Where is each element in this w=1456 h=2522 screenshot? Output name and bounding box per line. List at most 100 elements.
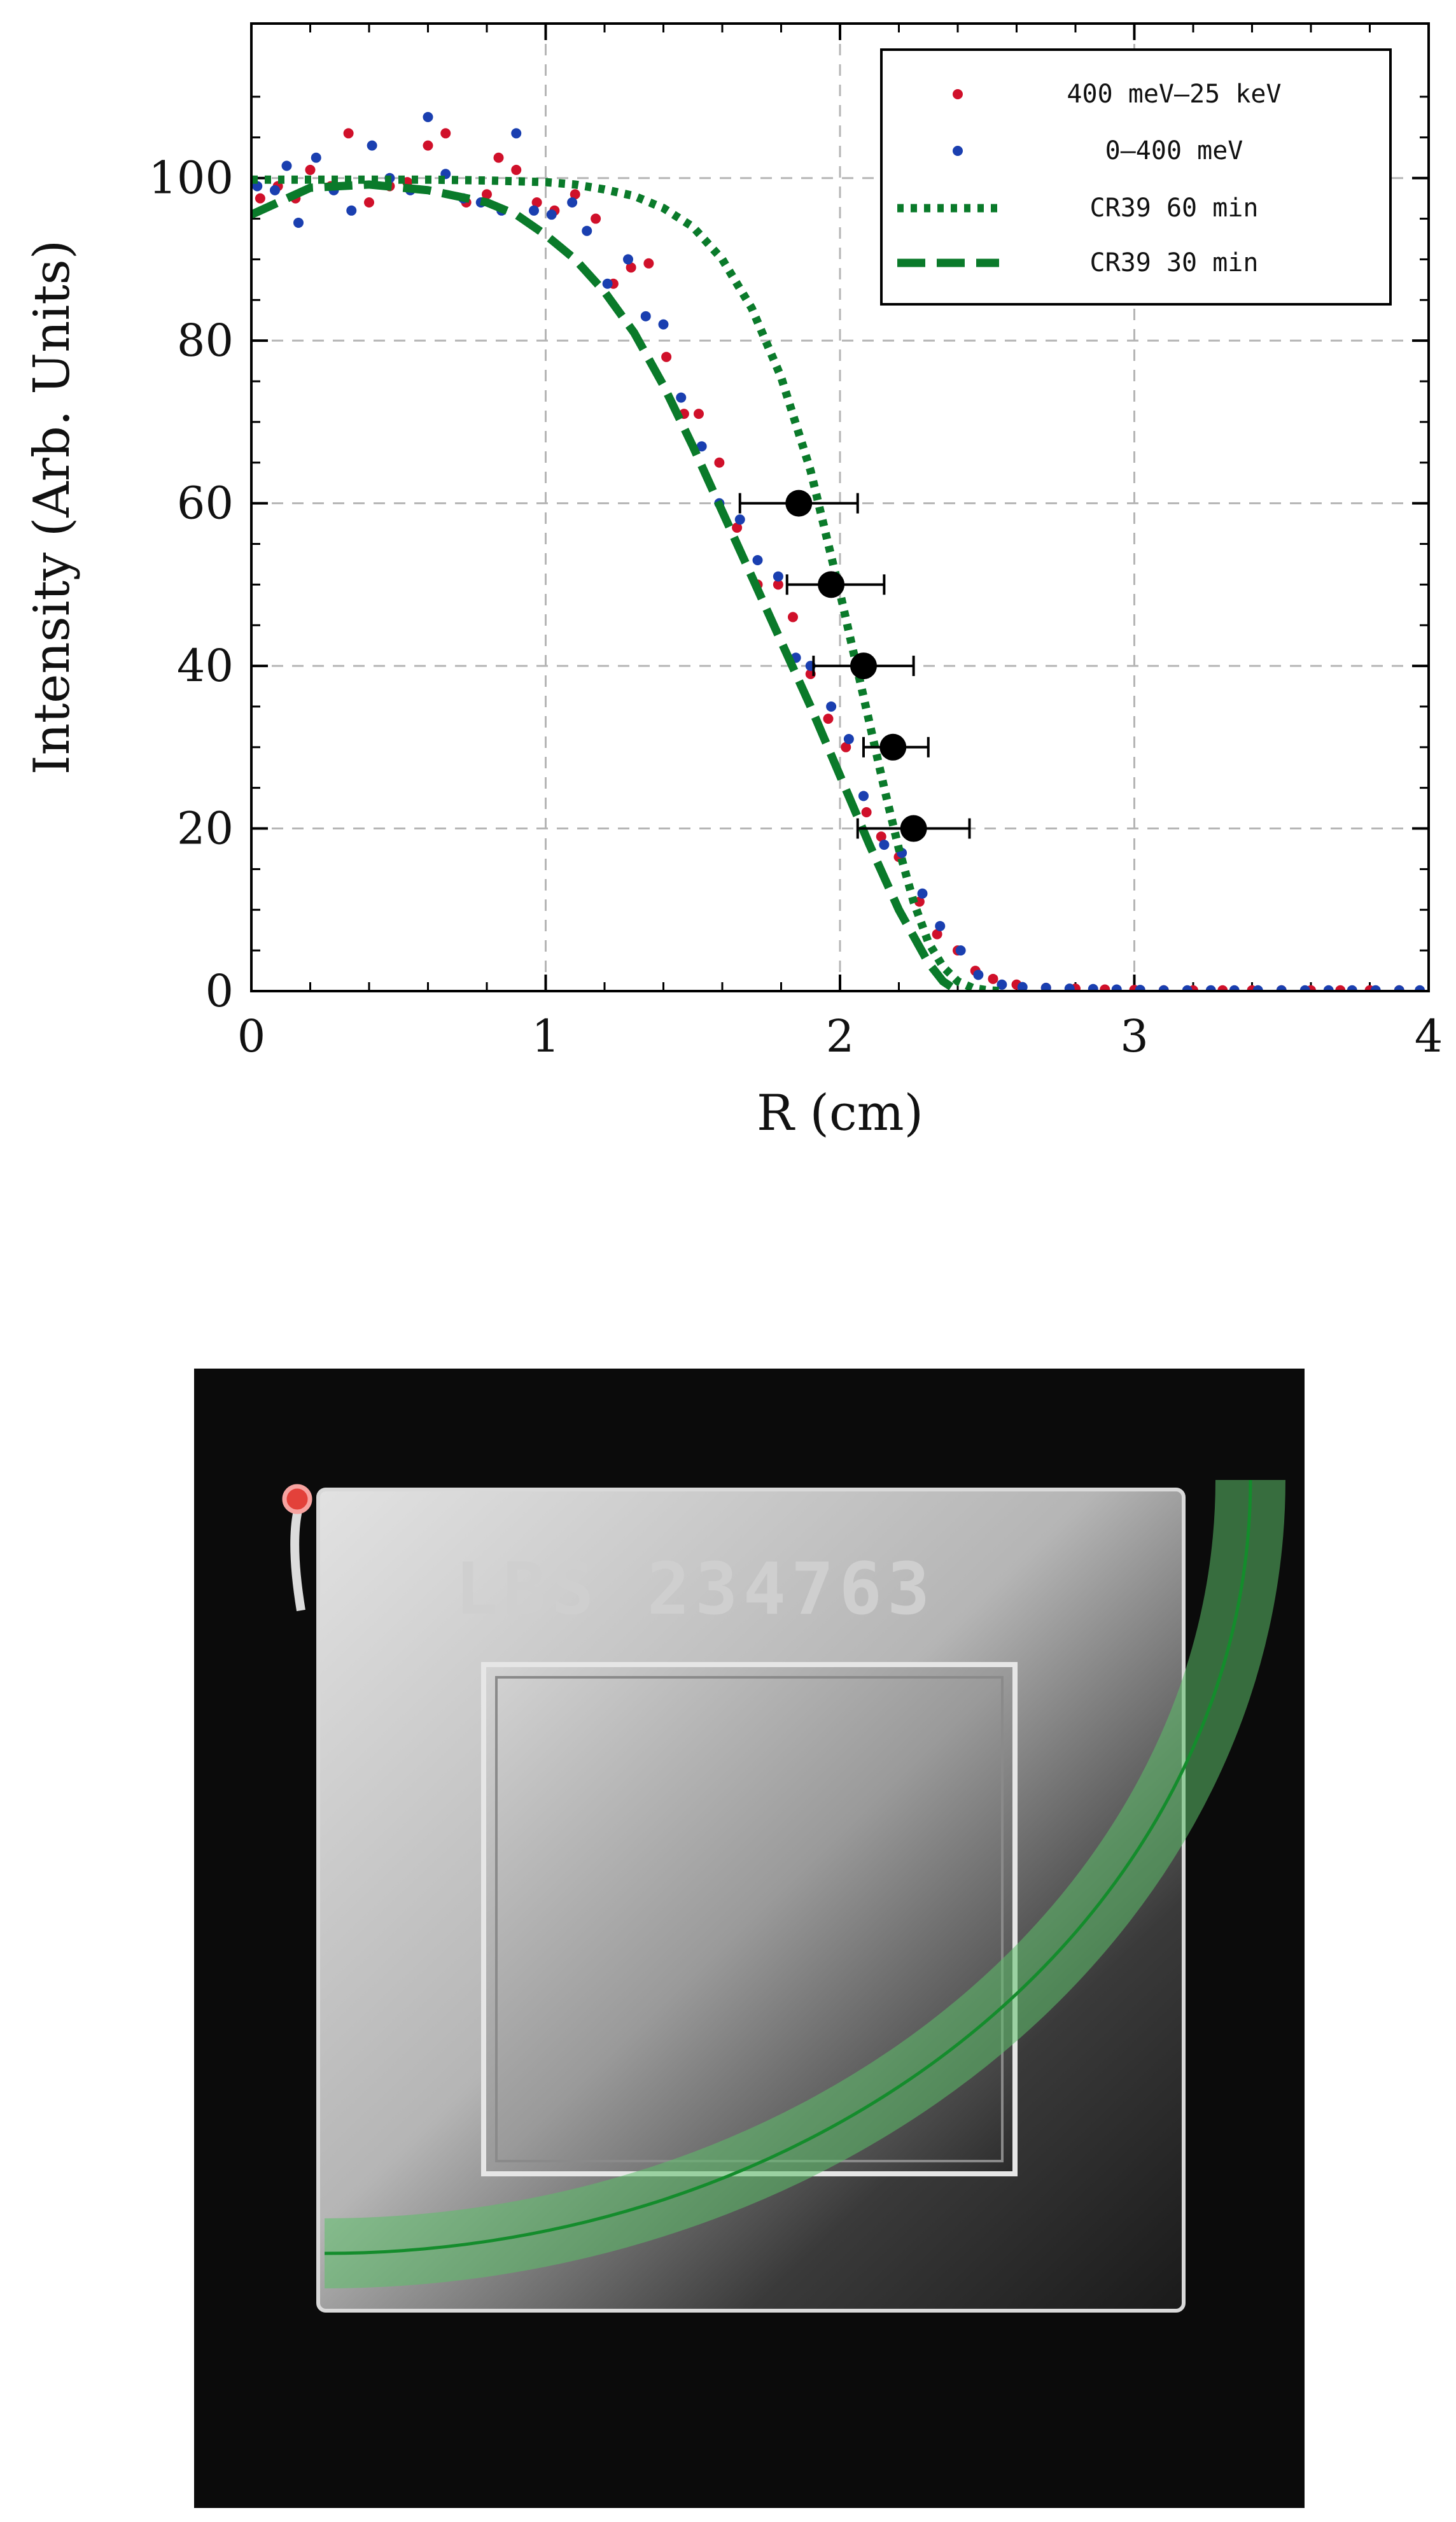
scatter-point-series-0 — [861, 807, 872, 817]
x-tick-label: 2 — [826, 1010, 855, 1062]
data-marks — [251, 111, 1425, 991]
scatter-point-series-1 — [623, 254, 633, 265]
scatter-point-series-1 — [858, 791, 869, 801]
legend: 400 meV–25 keV 0–400 meV CR39 60 min CR3… — [880, 48, 1392, 306]
scatter-point-series-1 — [973, 969, 984, 980]
scatter-point-series-1 — [1064, 983, 1075, 991]
scatter-point-series-1 — [955, 945, 966, 956]
scatter-point-series-1 — [423, 111, 433, 122]
scatter-point-series-1 — [1111, 984, 1122, 991]
x-tick-label: 4 — [1415, 1010, 1443, 1062]
scatter-point-series-1 — [997, 979, 1007, 990]
scatter-point-series-1 — [1394, 985, 1404, 991]
scatter-point-series-0 — [255, 193, 265, 204]
scatter-point-series-0 — [788, 612, 798, 623]
scatter-point-series-0 — [511, 164, 522, 175]
y-tick-label: 60 — [177, 477, 234, 530]
scatter-point-series-1 — [511, 128, 522, 139]
scatter-point-series-0 — [841, 742, 851, 752]
scatter-point-series-0 — [694, 409, 704, 419]
scatter-point-series-0 — [823, 714, 834, 724]
scatter-point-series-1 — [1347, 985, 1357, 991]
measured-point — [850, 652, 877, 680]
scatter-point-series-1 — [293, 217, 304, 228]
plate-serial-label: LBS 234763 — [455, 1548, 935, 1631]
scatter-point-series-1 — [270, 185, 280, 195]
x-tick-label: 0 — [237, 1010, 266, 1062]
scatter-point-series-0 — [1100, 984, 1110, 991]
y-tick-label: 40 — [177, 640, 234, 692]
scatter-point-series-0 — [1335, 985, 1346, 991]
scatter-point-series-1 — [773, 571, 783, 582]
scatter-point-series-0 — [1217, 985, 1228, 991]
scatter-point-series-0 — [732, 522, 743, 533]
scatter-point-series-0 — [531, 197, 542, 208]
curve-series-3 — [251, 180, 960, 991]
scatter-point-series-1 — [567, 197, 578, 208]
legend-box — [880, 48, 1392, 306]
x-axis-label: R (cm) — [757, 1085, 923, 1142]
scatter-point-series-1 — [843, 734, 854, 745]
scatter-point-series-1 — [1182, 985, 1193, 991]
legend-marker-series-0 — [953, 89, 963, 99]
scatter-point-series-0 — [661, 351, 672, 362]
scatter-point-series-1 — [696, 441, 707, 452]
radius-center-arc — [324, 1479, 1252, 2255]
scatter-point-series-0 — [305, 164, 316, 175]
scatter-point-series-1 — [917, 888, 928, 899]
scatter-point-series-0 — [423, 140, 433, 151]
scatter-point-series-0 — [932, 929, 942, 940]
scatter-point-series-1 — [1276, 985, 1287, 991]
scatter-point-series-1 — [879, 840, 890, 850]
y-tick-label: 20 — [177, 803, 234, 855]
curve-series-2 — [251, 175, 1002, 991]
scatter-point-series-1 — [529, 205, 539, 216]
scatter-point-series-1 — [658, 319, 669, 330]
scatter-point-series-1 — [1205, 985, 1216, 991]
scatter-point-series-0 — [570, 189, 580, 200]
scatter-point-series-0 — [591, 213, 601, 224]
scatter-point-series-1 — [826, 701, 837, 712]
scatter-point-series-1 — [582, 225, 592, 236]
scatter-point-series-1 — [1229, 985, 1240, 991]
scatter-point-series-1 — [1370, 985, 1381, 991]
scatter-point-series-0 — [343, 128, 354, 139]
scatter-point-series-1 — [734, 514, 745, 525]
error-bar-points — [738, 490, 971, 842]
scatter-point-series-1 — [1088, 983, 1098, 991]
scatter-point-series-1 — [1299, 985, 1310, 991]
scatter-point-series-1 — [1323, 985, 1334, 991]
legend-marker-series-1 — [953, 146, 963, 156]
origin-marker-dot — [282, 1484, 312, 1514]
scatter-point-series-0 — [988, 973, 998, 984]
measured-point — [785, 490, 813, 517]
scatter-point-series-1 — [1158, 985, 1169, 991]
scatter-point-series-1 — [752, 555, 763, 566]
legend-label-series-0: 400 meV–25 keV — [1067, 80, 1281, 109]
scatter-point-series-1 — [1017, 982, 1028, 991]
x-tick-label: 3 — [1120, 1010, 1149, 1062]
scatter-point-series-0 — [440, 128, 451, 139]
chart-container: 0 1 2 3 4 0 20 40 60 80 100 R (cm) Intensity (Arb.… — [0, 0, 1456, 1209]
scatter-point-series-0 — [773, 579, 783, 590]
legend-label-series-3: CR39 30 min — [1090, 248, 1259, 278]
scatter-point-series-1 — [546, 209, 557, 220]
plot-frame — [250, 22, 1430, 992]
measured-point — [879, 733, 907, 761]
scatter-point-series-1 — [676, 392, 687, 403]
y-tick-label: 100 — [148, 152, 234, 204]
scatter-point-series-0 — [626, 262, 636, 273]
scatter-point-series-1 — [311, 152, 321, 163]
scatter-point-series-0 — [364, 197, 374, 208]
scatter-point-series-1 — [1415, 985, 1425, 991]
scatter-point-series-1 — [346, 205, 357, 216]
scatter-point-series-1 — [1135, 985, 1145, 991]
scatter-point-series-1 — [640, 311, 651, 321]
scatter-point-series-0 — [876, 831, 886, 842]
scatter-point-series-0 — [643, 258, 654, 269]
scatter-point-series-1 — [935, 920, 946, 931]
scatter-point-series-1 — [367, 140, 377, 151]
y-tick-label: 80 — [177, 314, 234, 367]
